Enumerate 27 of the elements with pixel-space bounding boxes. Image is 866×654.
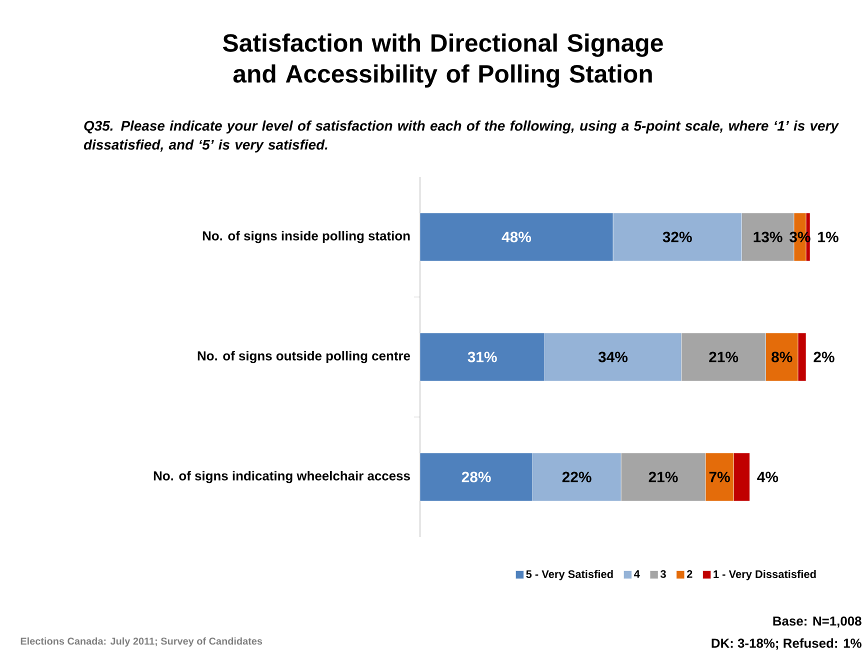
y-tick-label: No. of signs inside polling station (202, 230, 410, 244)
legend-label: 3 (660, 570, 666, 578)
data-label: 31% (468, 352, 497, 362)
data-label: 28% (462, 472, 491, 482)
data-label: 34% (598, 352, 628, 362)
text: Elections Canada: July 2011; Survey of Candidates (20, 637, 262, 647)
data-label: 48% (502, 232, 532, 242)
data-label: 1% (818, 232, 838, 242)
data-label: 4% (757, 472, 778, 482)
data-label: 22% (562, 472, 592, 482)
chart-subtitle: Q35. Please indicate your level of satisfaction with each of the following, using a 5-point scale, where ‘1’ is very dissatisfied, and ‘5’ is very satisfied. (84, 120, 840, 152)
text: Base: N=1,008 (773, 616, 862, 628)
legend-label: 1 - Very Dissatisfied (714, 570, 816, 580)
y-tick-label: No. of signs indicating wheelchair access (154, 470, 410, 484)
chart-title: Satisfaction with Directional Signage and Accessibility of Polling Station (222, 34, 663, 88)
text: DK: 3-18%; Refused: 1% (712, 638, 862, 650)
data-label: 8% (772, 352, 792, 362)
legend-label: 4 (634, 570, 640, 578)
data-label: 7% (709, 472, 730, 482)
legend-label: 2 (686, 570, 692, 578)
data-label: 21% (709, 352, 738, 362)
data-label: 13% (754, 232, 782, 242)
data-label: 2% (814, 352, 834, 362)
data-label: 21% (648, 472, 678, 482)
data-label: 32% (662, 232, 692, 242)
y-tick-label: No. of signs outside polling centre (198, 350, 410, 364)
legend-label: 5 - Very Satisfied (526, 570, 613, 580)
